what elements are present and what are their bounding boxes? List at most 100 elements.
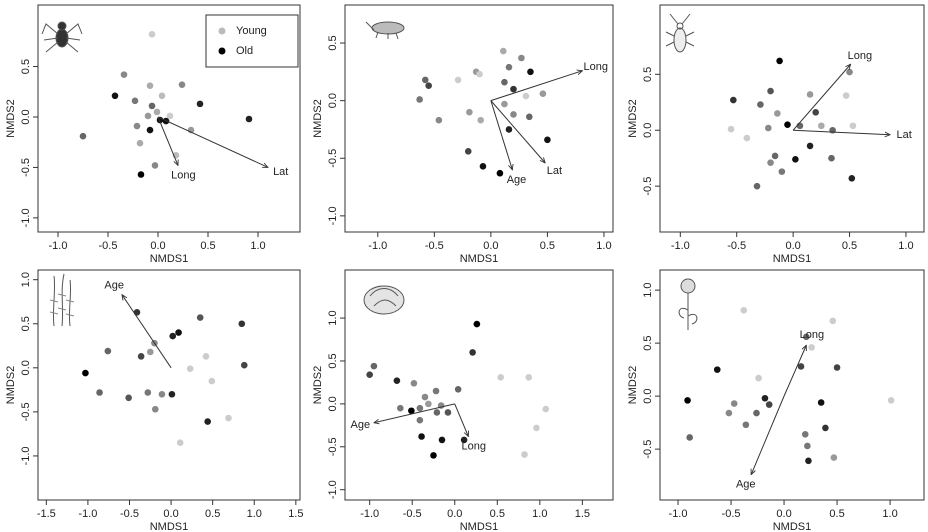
- point: [469, 349, 476, 356]
- vector-arrow: [157, 116, 178, 165]
- spider-icon: [41, 21, 83, 53]
- x-axis-label: NMDS1: [150, 253, 189, 265]
- point: [146, 126, 154, 134]
- y-axis-label: NMDS2: [5, 366, 17, 405]
- point: [818, 122, 825, 130]
- vector-label: Lat: [547, 165, 562, 177]
- y-tick-label: 0.5: [20, 59, 32, 74]
- point: [460, 436, 468, 444]
- y-tick-label: -1.0: [20, 208, 32, 227]
- point: [425, 400, 432, 408]
- x-tick-label: 0.0: [785, 240, 800, 252]
- point: [111, 92, 119, 100]
- y-tick-label: -0.5: [642, 177, 654, 196]
- point: [168, 390, 176, 398]
- x-tick-label: 0.5: [205, 508, 220, 520]
- point: [133, 308, 141, 316]
- point: [464, 148, 472, 155]
- point: [828, 154, 835, 162]
- vector-arrow: [122, 295, 172, 369]
- point: [518, 54, 525, 62]
- x-tick-label: 0.5: [842, 240, 857, 252]
- point: [544, 136, 551, 144]
- point: [805, 457, 812, 465]
- point: [151, 405, 159, 413]
- x-tick-label: 0.5: [490, 508, 505, 520]
- y-tick-label: 0.0: [642, 388, 654, 403]
- point: [245, 115, 253, 123]
- point: [539, 90, 547, 98]
- y-tick-label: 0.5: [642, 335, 654, 350]
- point: [473, 320, 481, 328]
- point: [829, 317, 837, 325]
- point: [753, 409, 760, 417]
- vector-label: Lat: [896, 129, 911, 141]
- point: [500, 47, 507, 55]
- y-tick-label: 0.0: [20, 109, 32, 124]
- point: [169, 332, 177, 340]
- point: [801, 430, 809, 438]
- y-tick-label: -1.0: [327, 206, 339, 225]
- point: [767, 87, 774, 95]
- vector-label: Age: [507, 174, 527, 186]
- point: [104, 347, 112, 355]
- point: [505, 63, 513, 71]
- point: [804, 442, 811, 450]
- point: [96, 389, 103, 396]
- x-tick-label: 1.0: [596, 240, 611, 252]
- y-tick-label: -0.5: [20, 402, 32, 421]
- x-tick-label: -0.5: [120, 508, 139, 520]
- point: [526, 113, 533, 121]
- point: [803, 333, 810, 341]
- y-tick-label: 0.0: [20, 360, 32, 375]
- point: [842, 92, 850, 99]
- y-tick-label: 0.5: [20, 316, 32, 331]
- x-tick-label: 1.0: [247, 508, 262, 520]
- point: [158, 92, 166, 100]
- point: [479, 163, 487, 170]
- point: [740, 306, 748, 314]
- point: [178, 81, 186, 89]
- x-tick-label: 1.0: [898, 240, 913, 252]
- point: [432, 387, 440, 395]
- point: [425, 82, 432, 89]
- point: [176, 439, 184, 447]
- x-tick-label: -1.0: [669, 508, 688, 520]
- point: [144, 112, 152, 120]
- point: [477, 116, 484, 124]
- y-tick-label: -1.0: [20, 446, 32, 465]
- x-axis-label: NMDS1: [150, 521, 189, 532]
- point: [742, 421, 750, 429]
- vector-label: Long: [462, 441, 486, 453]
- vector-arrow: [783, 345, 806, 397]
- point: [510, 111, 517, 118]
- panel: -1.5 -1.0 -0.5 0.0 0.5 1.0 1.5 -1.0 -0.5 0.0 0.5 1.…: [5, 269, 303, 532]
- point: [393, 377, 401, 385]
- vector-label: Age: [104, 279, 124, 291]
- point: [753, 182, 761, 190]
- point: [808, 344, 815, 351]
- x-tick-label: 1.0: [532, 508, 547, 520]
- plot-frame: [37, 269, 301, 501]
- y-axis-label: NMDS2: [5, 99, 17, 138]
- vector-label: Long: [800, 329, 824, 341]
- y-tick-label: 0.5: [327, 353, 339, 368]
- point: [833, 364, 841, 371]
- point: [522, 92, 530, 100]
- point: [727, 125, 735, 133]
- point: [767, 159, 774, 166]
- vector-label: Age: [351, 419, 371, 431]
- point: [771, 152, 779, 160]
- point: [527, 68, 534, 76]
- point: [225, 414, 232, 422]
- x-tick-label: 0.0: [483, 240, 498, 252]
- point: [133, 122, 141, 130]
- point: [421, 393, 429, 401]
- point: [501, 78, 508, 86]
- x-tick-label: -1.5: [37, 508, 56, 520]
- vector-arrow: [792, 64, 851, 131]
- y-tick-label: 0.0: [642, 123, 654, 138]
- point: [797, 363, 805, 370]
- y-tick-label: 0.0: [327, 93, 339, 108]
- y-tick-label: 1.0: [327, 310, 339, 325]
